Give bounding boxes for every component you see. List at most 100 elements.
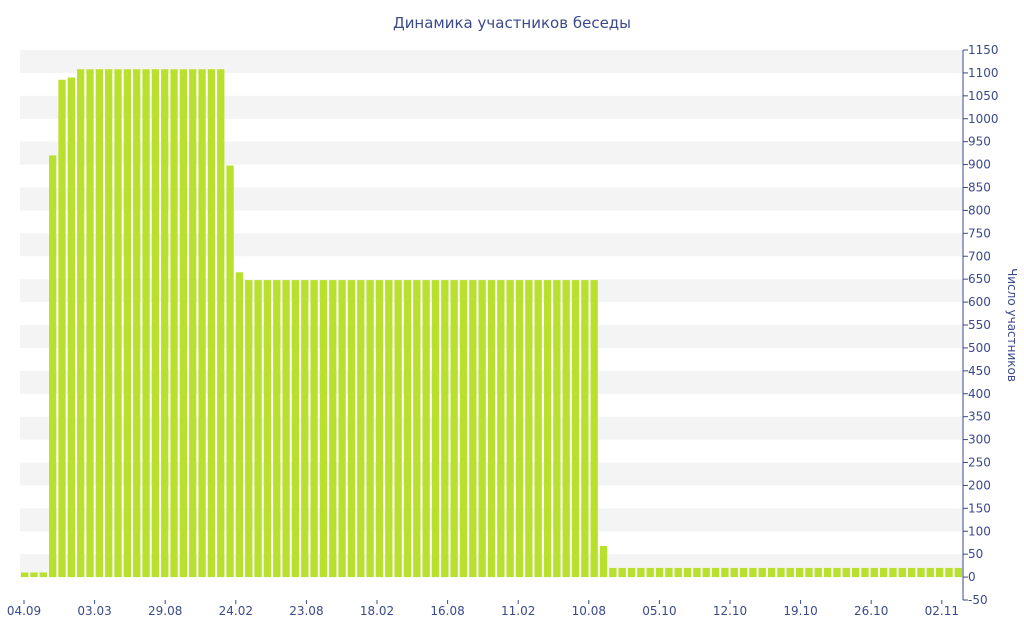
- bar: [161, 69, 169, 578]
- bar: [245, 280, 253, 578]
- x-axis: 04.09 03.03 29.08 24.02 23.08 18.02 16.08 11.02…: [7, 600, 959, 618]
- y-tick-label: 400: [968, 387, 991, 401]
- bar: [655, 567, 664, 578]
- bar: [870, 567, 878, 578]
- bar: [627, 567, 636, 578]
- bar: [478, 280, 486, 578]
- bar: [525, 280, 533, 578]
- y-tick-label: 50: [968, 547, 983, 561]
- bar: [366, 280, 374, 578]
- x-tick-label: 05.10: [642, 604, 676, 618]
- bar: [347, 280, 356, 578]
- bar: [898, 567, 906, 578]
- y-tick-label: 100: [968, 524, 991, 538]
- bar: [749, 567, 757, 578]
- y-axis-label: Число участников: [1005, 268, 1019, 382]
- x-tick-label: 26.10: [854, 604, 888, 618]
- y-tick-label: 800: [968, 203, 991, 217]
- y-tick-label: -50: [968, 593, 988, 607]
- grid-band: [20, 95, 963, 119]
- bar: [553, 280, 561, 578]
- bar: [338, 280, 346, 578]
- bar: [77, 69, 85, 578]
- bar: [142, 69, 150, 578]
- y-tick-label: 1000: [968, 112, 999, 126]
- bar: [151, 69, 160, 578]
- bar: [823, 567, 832, 578]
- bar: [226, 165, 234, 578]
- bar: [954, 567, 962, 578]
- bar: [674, 567, 682, 578]
- y-tick-label: 150: [968, 501, 991, 515]
- bar: [739, 567, 748, 578]
- y-tick-label: 850: [968, 181, 991, 195]
- y-tick-label: 200: [968, 478, 991, 492]
- y-tick-label: 1150: [968, 43, 999, 57]
- x-tick-label: 23.08: [289, 604, 323, 618]
- y-tick-label: 300: [968, 433, 991, 447]
- x-tick-label: 04.09: [7, 604, 41, 618]
- bar: [375, 280, 384, 578]
- bar: [683, 567, 692, 578]
- bar: [357, 280, 365, 578]
- bar: [273, 280, 281, 578]
- x-tick-label: 03.03: [77, 604, 111, 618]
- x-tick-label: 11.02: [501, 604, 535, 618]
- bar: [767, 567, 776, 578]
- bar: [58, 79, 66, 578]
- y-tick-label: 950: [968, 135, 991, 149]
- y-tick-label: 1050: [968, 89, 999, 103]
- bar: [926, 567, 934, 578]
- y-tick-label: 450: [968, 364, 991, 378]
- bar: [431, 280, 440, 578]
- bar: [851, 567, 860, 578]
- bar: [469, 280, 477, 578]
- bar: [637, 567, 645, 578]
- x-tick-label: 10.08: [572, 604, 606, 618]
- bar: [506, 280, 514, 578]
- bar: [665, 567, 673, 578]
- bar: [590, 280, 598, 578]
- y-tick-label: 600: [968, 295, 991, 309]
- bar: [170, 69, 178, 578]
- bar: [263, 280, 272, 578]
- bar: [123, 69, 132, 578]
- bar: [459, 280, 468, 578]
- bar: [30, 572, 38, 578]
- bar: [105, 69, 113, 578]
- bar: [179, 69, 188, 578]
- y-tick-label: 350: [968, 410, 991, 424]
- chart-title: Динамика участников беседы: [393, 14, 631, 32]
- bar: [842, 567, 850, 578]
- bar: [786, 567, 794, 578]
- bar: [86, 69, 94, 578]
- bar: [917, 567, 925, 578]
- bar: [385, 280, 393, 578]
- x-tick-label: 16.08: [430, 604, 464, 618]
- bar: [571, 280, 580, 578]
- bar: [39, 572, 47, 578]
- x-tick-label: 19.10: [783, 604, 817, 618]
- bar: [319, 280, 328, 578]
- bar: [394, 280, 402, 578]
- bar: [758, 567, 766, 578]
- bar: [609, 567, 617, 578]
- bar: [310, 280, 318, 578]
- bar: [49, 155, 57, 578]
- y-tick-label: 900: [968, 158, 991, 172]
- bar: [562, 280, 570, 578]
- bar: [282, 280, 290, 578]
- bar: [403, 280, 412, 578]
- bar: [329, 280, 337, 578]
- grid-band: [20, 141, 963, 165]
- bar: [515, 280, 524, 578]
- x-tick-label: 24.02: [219, 604, 253, 618]
- y-tick-label: 700: [968, 249, 991, 263]
- bar: [450, 280, 458, 578]
- bar: [833, 567, 841, 578]
- bar: [777, 567, 785, 578]
- y-axis: -50 0 50 100 150 200 250 300 350 400 450 500 550 600 6…: [962, 43, 999, 607]
- bar: [805, 567, 813, 578]
- x-tick-label: 29.08: [148, 604, 182, 618]
